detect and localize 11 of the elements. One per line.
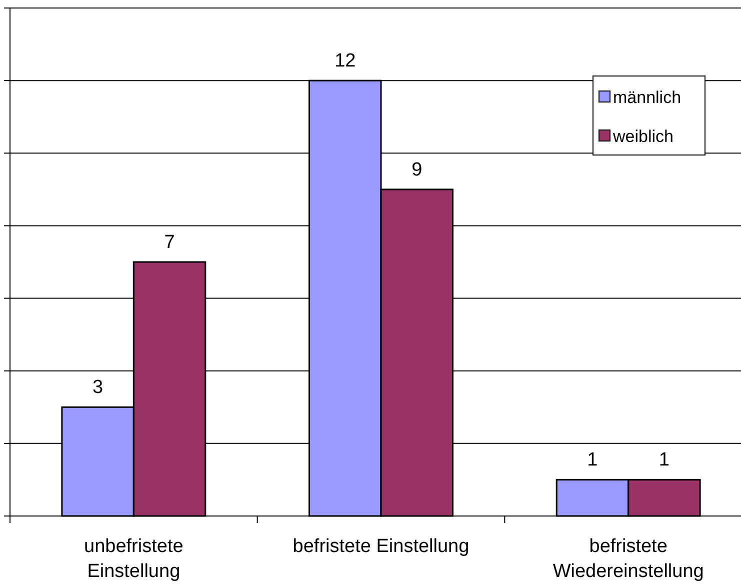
data-label: 1 (658, 450, 670, 471)
legend-label: weiblich (612, 126, 674, 146)
data-label: 12 (334, 50, 356, 72)
data-label: 9 (412, 159, 422, 180)
x-tick-label: befristete Einstellung (292, 536, 470, 557)
data-label: 7 (164, 232, 175, 253)
data-label: 3 (92, 377, 104, 398)
legend-label: männlich (613, 88, 682, 107)
x-tick-label: unbefristete Einstellung (84, 536, 184, 582)
x-tick-label: befristete Wiedereinstellung (552, 536, 704, 582)
data-label: 1 (587, 450, 598, 471)
